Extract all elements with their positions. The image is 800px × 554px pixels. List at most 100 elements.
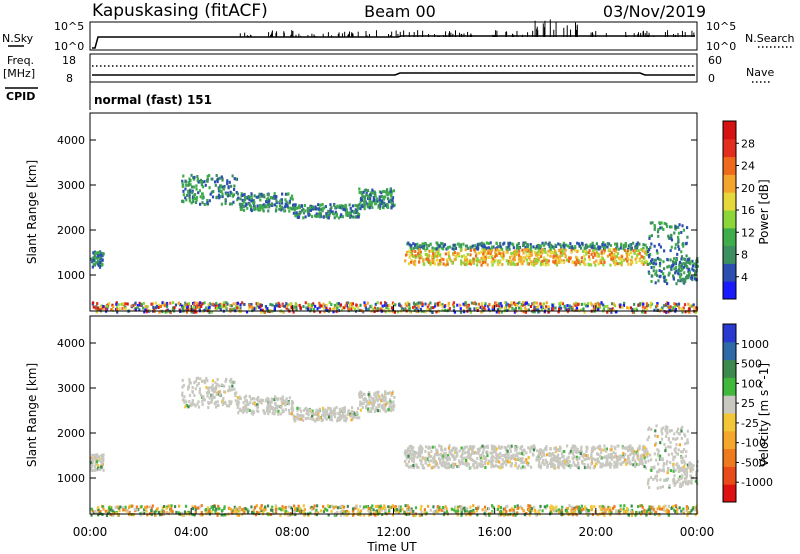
echo-point <box>565 258 569 262</box>
echo-point <box>675 481 678 485</box>
echo-point <box>465 464 468 468</box>
echo-point <box>562 243 565 247</box>
echo-point <box>492 455 495 459</box>
echo-point <box>213 402 216 406</box>
echo-point <box>336 304 339 308</box>
echo-point <box>612 252 615 256</box>
echo-point <box>603 305 607 309</box>
echo-point <box>384 506 387 510</box>
echo-point <box>201 192 204 196</box>
echo-point <box>277 397 280 401</box>
echo-point <box>273 398 276 402</box>
echo-point <box>280 405 283 409</box>
echo-point <box>238 202 242 206</box>
echo-point <box>261 204 264 208</box>
echo-point <box>499 259 502 263</box>
echo-point <box>345 208 348 212</box>
echo-point <box>623 460 626 464</box>
echo-point <box>496 453 500 457</box>
echo-point <box>498 446 501 450</box>
echo-point <box>258 400 262 404</box>
echo-point <box>590 303 594 307</box>
echo-point <box>325 214 328 218</box>
echo-point <box>429 459 433 463</box>
echo-point <box>454 450 458 454</box>
echo-point <box>664 428 667 432</box>
echo-point <box>277 412 280 416</box>
echo-point <box>259 204 263 208</box>
echo-point <box>270 397 273 401</box>
echo-point <box>444 451 447 455</box>
echo-point <box>668 484 671 488</box>
echo-point <box>255 397 258 401</box>
echo-point <box>237 196 240 200</box>
echo-point <box>421 242 424 246</box>
echo-point <box>218 176 221 180</box>
echo-point <box>210 177 213 181</box>
echo-point <box>453 447 456 451</box>
echo-point <box>181 378 184 382</box>
echo-point <box>669 249 672 253</box>
echo-point <box>579 246 583 250</box>
echo-point <box>398 303 401 307</box>
echo-point <box>589 243 592 247</box>
echo-point <box>289 302 292 306</box>
echo-point <box>623 245 627 249</box>
echo-point <box>494 449 497 453</box>
echo-point <box>212 189 215 193</box>
echo-point <box>641 447 644 451</box>
echo-point <box>480 310 483 314</box>
echo-point <box>384 203 387 207</box>
echo-point <box>639 456 642 460</box>
echo-point <box>285 400 288 404</box>
echo-point <box>215 306 218 310</box>
echo-point <box>295 206 298 210</box>
echo-point <box>575 262 578 266</box>
echo-point <box>677 238 680 242</box>
y-tick-label: 1000 <box>57 269 85 282</box>
echo-point <box>557 448 560 452</box>
echo-point <box>642 248 645 252</box>
echo-point <box>199 178 203 182</box>
echo-point <box>616 455 619 459</box>
colorbar-tick-label: 4 <box>741 271 748 284</box>
echo-point <box>245 404 248 408</box>
echo-point <box>428 446 432 450</box>
echo-point <box>487 507 491 511</box>
echo-point <box>619 246 622 250</box>
echo-point <box>640 510 644 514</box>
echo-point <box>217 189 221 193</box>
echo-point <box>410 445 413 449</box>
echo-point <box>187 181 191 185</box>
echo-point <box>227 186 230 190</box>
echo-point <box>241 198 244 202</box>
echo-point <box>568 256 571 260</box>
echo-point <box>484 249 487 253</box>
echo-point <box>593 252 596 256</box>
echo-point <box>685 226 689 230</box>
echo-point <box>514 263 517 267</box>
echo-point <box>688 304 692 308</box>
echo-point <box>662 267 666 271</box>
echo-point <box>575 301 578 305</box>
echo-point <box>323 206 326 210</box>
echo-point <box>491 259 495 263</box>
echo-point <box>426 457 429 461</box>
echo-point <box>667 264 671 268</box>
echo-point <box>268 409 271 413</box>
echo-point <box>319 215 322 219</box>
echo-point <box>411 453 414 457</box>
echo-point <box>602 263 605 267</box>
echo-point <box>300 413 303 417</box>
echo-point <box>92 305 95 309</box>
echo-point <box>547 263 550 267</box>
echo-point <box>575 308 579 312</box>
echo-point <box>655 249 659 253</box>
echo-point <box>436 258 439 262</box>
echo-point <box>386 392 390 396</box>
echo-point <box>298 303 301 307</box>
echo-point <box>287 206 290 210</box>
echo-point <box>692 268 695 272</box>
echo-point <box>650 259 653 263</box>
echo-point <box>559 306 563 310</box>
